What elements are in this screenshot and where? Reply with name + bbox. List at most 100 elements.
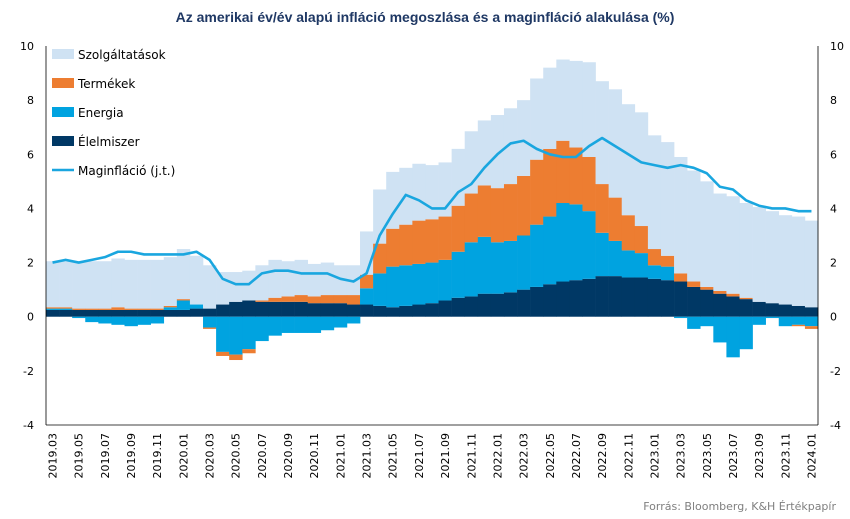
bar--lelmiszer-2021.08 (425, 303, 439, 317)
bar-szolg-ltat-sok-2022.01 (490, 115, 505, 189)
bar--lelmiszer-2020.01 (176, 309, 191, 317)
bar-term-kek-2020.07 (255, 300, 269, 302)
y-left-tick-label: 10 (20, 40, 34, 53)
bar-term-kek-2020.06 (242, 349, 256, 354)
bar-szolg-ltat-sok-2020.02 (189, 255, 204, 305)
bar-term-kek-2023.02 (660, 255, 675, 267)
bar-energia-2020.04 (216, 316, 230, 352)
bar-szolg-ltat-sok-2020.03 (203, 265, 217, 309)
bar-szolg-ltat-sok-2021.12 (477, 120, 492, 186)
bar--lelmiszer-2023.04 (687, 286, 701, 317)
bar-energia-2021.08 (425, 262, 439, 304)
bar-term-kek-2022.12 (634, 226, 649, 254)
bar--lelmiszer-2023.10 (765, 303, 780, 317)
bar-szolg-ltat-sok-2022.04 (530, 78, 544, 160)
bar-energia-2019.07 (98, 316, 112, 324)
bar-term-kek-2020.08 (268, 297, 282, 302)
bar-term-kek-2019.04 (59, 307, 73, 309)
bar-energia-2020.02 (189, 304, 204, 309)
y-left-tick-label: 0 (27, 311, 34, 324)
bar--lelmiszer-2022.10 (608, 276, 623, 317)
bar--lelmiszer-2021.12 (477, 293, 492, 317)
bar-term-kek-2021.02 (346, 295, 361, 305)
bar-energia-2023.11 (778, 316, 793, 327)
bar-term-kek-2021.07 (412, 220, 426, 264)
bar--lelmiszer-2022.03 (517, 289, 531, 317)
bar-energia-2023.07 (726, 316, 740, 358)
bar-term-kek-2022.10 (608, 197, 623, 241)
bar-szolg-ltat-sok-2022.09 (595, 81, 609, 185)
bar--lelmiszer-2020.06 (242, 300, 256, 317)
bar-energia-2023.02 (660, 266, 675, 281)
bar-szolg-ltat-sok-2020.11 (307, 263, 322, 297)
bar--lelmiszer-2023.07 (726, 296, 740, 317)
bar--lelmiszer-2022.06 (556, 281, 570, 317)
x-tick-label: 2022.11 (622, 433, 635, 479)
bar-energia-2019.09 (124, 316, 138, 327)
bar--lelmiszer-2019.08 (111, 309, 125, 317)
bar-energia-2019.10 (137, 316, 151, 325)
bar-term-kek-2020.10 (294, 295, 308, 302)
bar-term-kek-2021.08 (425, 219, 439, 263)
bar--lelmiszer-2019.06 (85, 309, 99, 317)
legend-label: Szolgáltatások (78, 48, 166, 62)
bar-szolg-ltat-sok-2019.06 (85, 261, 99, 309)
bar-energia-2022.04 (530, 224, 544, 287)
y-left-tick-label: -2 (23, 365, 34, 378)
bar-szolg-ltat-sok-2021.05 (386, 171, 400, 229)
bar-energia-2019.06 (85, 316, 99, 323)
bar-szolg-ltat-sok-2023.03 (674, 156, 688, 274)
bar-energia-2022.09 (595, 232, 609, 277)
bar-szolg-ltat-sok-2023.10 (765, 211, 780, 304)
bar-energia-2020.08 (268, 316, 282, 336)
bar-term-kek-2020.12 (320, 295, 335, 304)
bar-szolg-ltat-sok-2019.07 (98, 261, 112, 309)
bar-term-kek-2022.11 (621, 215, 636, 251)
bar--lelmiszer-2020.07 (255, 301, 269, 317)
x-tick-label: 2022.03 (518, 433, 531, 479)
bar-szolg-ltat-sok-2021.01 (333, 265, 348, 296)
x-tick-label: 2023.07 (727, 433, 740, 479)
bar-term-kek-2021.09 (438, 216, 452, 260)
bar-energia-2021.07 (412, 263, 426, 305)
x-tick-label: 2022.05 (544, 433, 557, 479)
x-tick-label: 2020.09 (282, 433, 295, 479)
x-tick-label: 2023.05 (701, 433, 714, 479)
bar--lelmiszer-2021.03 (360, 304, 374, 317)
bar-term-kek-2023.05 (700, 286, 714, 290)
y-left-tick-label: 2 (27, 257, 34, 270)
x-tick-label: 2022.09 (596, 433, 609, 479)
bar-szolg-ltat-sok-2023.06 (713, 193, 727, 291)
bar-term-kek-2021.04 (373, 243, 387, 274)
bar--lelmiszer-2019.03 (46, 309, 60, 317)
bar--lelmiszer-2022.05 (543, 284, 557, 317)
x-tick-label: 2021.05 (387, 433, 400, 479)
bar-energia-2022.11 (621, 250, 636, 278)
bar-term-kek-2020.11 (307, 296, 322, 304)
bar-term-kek-2022.09 (595, 184, 609, 233)
bar-term-kek-2019.06 (85, 308, 99, 310)
bar-energia-2022.08 (582, 211, 596, 279)
bar--lelmiszer-2020.09 (281, 301, 295, 317)
bar-term-kek-2020.04 (216, 351, 230, 356)
bar-energia-2019.12 (163, 307, 178, 310)
bar-term-kek-2023.07 (726, 293, 740, 297)
bar-szolg-ltat-sok-2021.03 (360, 231, 374, 275)
bar-term-kek-2022.07 (569, 147, 583, 205)
bar-term-kek-2022.04 (530, 159, 544, 225)
bar-szolg-ltat-sok-2022.02 (503, 108, 518, 185)
bar-szolg-ltat-sok-2024.01 (804, 220, 819, 308)
bar-term-kek-2022.08 (582, 156, 596, 212)
bar-szolg-ltat-sok-2022.08 (582, 62, 596, 157)
bar--lelmiszer-2022.04 (530, 286, 544, 317)
bar-term-kek-2022.03 (517, 175, 531, 236)
bar-szolg-ltat-sok-2023.05 (700, 181, 714, 287)
bar-energia-2019.08 (111, 316, 125, 325)
bar-term-kek-2024.01 (804, 326, 819, 329)
y-right-tick-label: 8 (830, 94, 837, 107)
x-tick-label: 2022.07 (570, 433, 583, 479)
bar-term-kek-2023.06 (713, 291, 727, 294)
bar--lelmiszer-2020.11 (307, 303, 322, 317)
bar-energia-2022.01 (490, 242, 505, 294)
bar--lelmiszer-2022.12 (634, 277, 649, 317)
